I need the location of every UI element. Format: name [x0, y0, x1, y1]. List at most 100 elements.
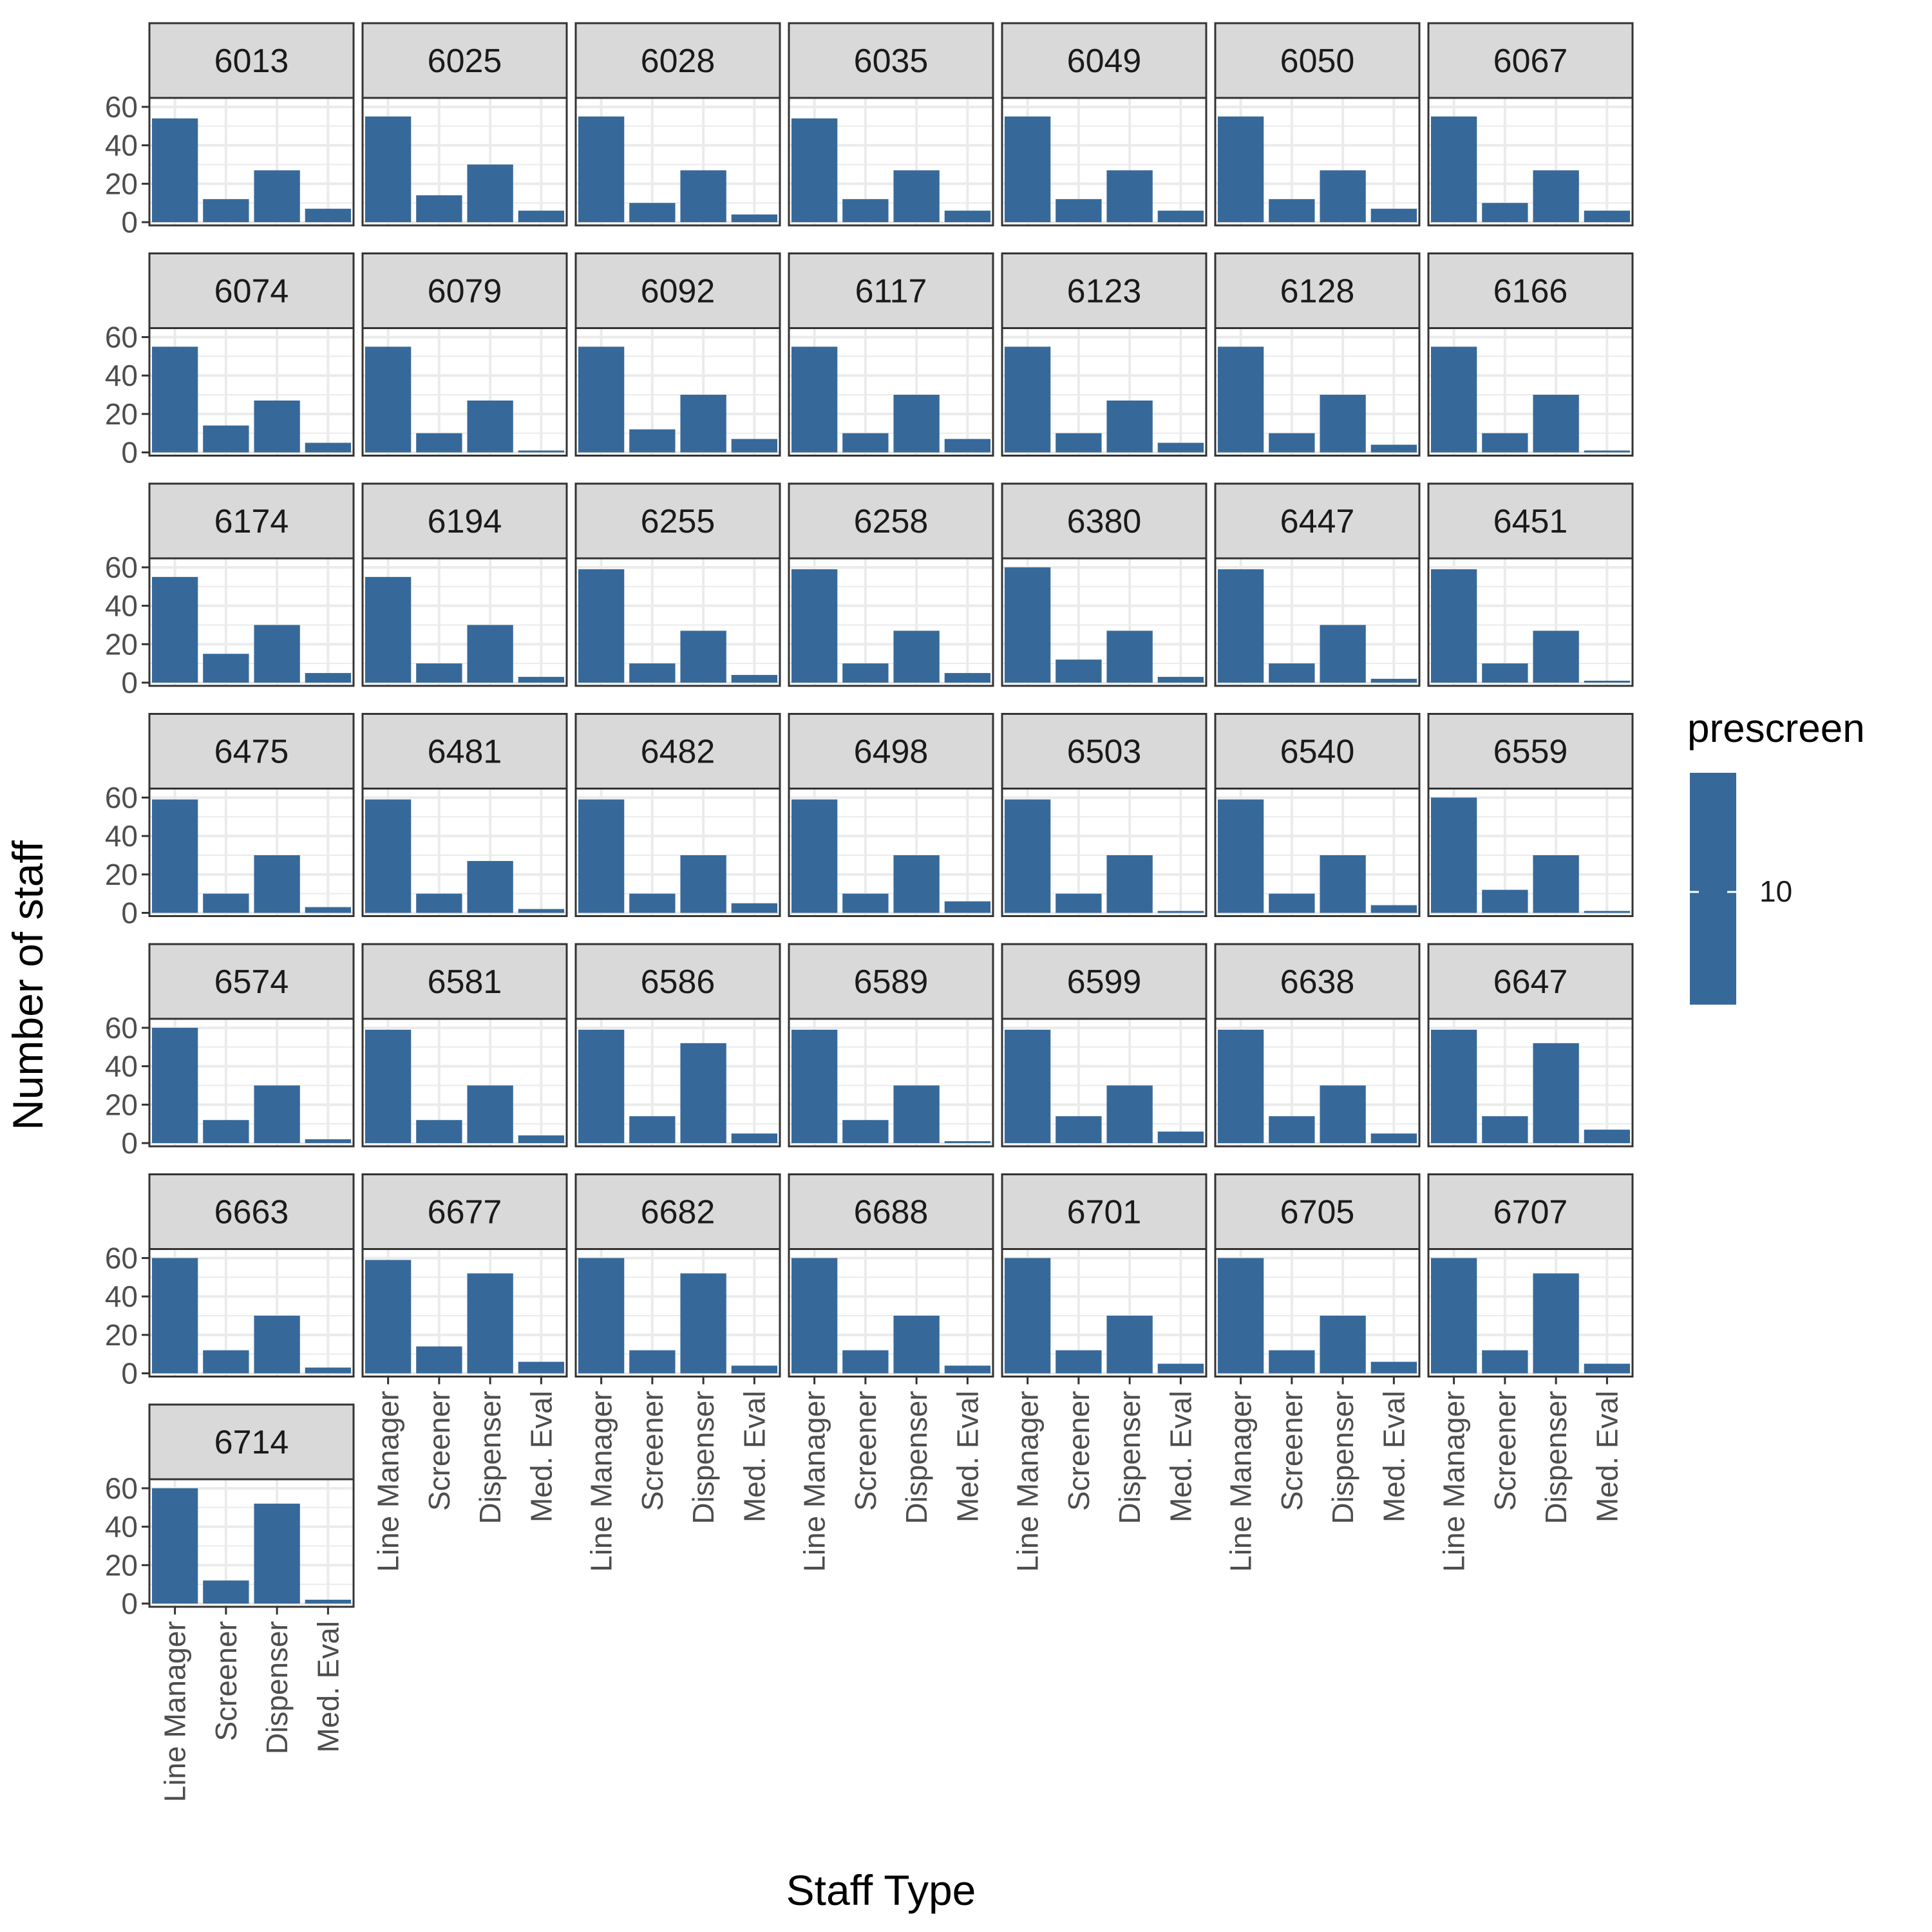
bar	[254, 625, 300, 683]
bar	[365, 346, 412, 453]
panel-border	[574, 1248, 781, 1378]
panel-border	[574, 97, 781, 227]
panel-border	[788, 1018, 994, 1148]
bar	[416, 1120, 462, 1143]
facet-strip-label: 6574	[214, 963, 289, 1001]
y-tick-label: 60	[105, 1472, 138, 1505]
bar	[203, 425, 249, 453]
bar	[1533, 1043, 1579, 1143]
facet-panel: 6074 0 20 40 60	[105, 252, 355, 469]
facet-strip	[1427, 713, 1634, 790]
bar	[467, 860, 513, 913]
facet-strip	[361, 1173, 568, 1250]
facet-strip	[1427, 22, 1634, 99]
panel-border	[1427, 327, 1634, 457]
bar	[1482, 1350, 1528, 1374]
facet-panel: 6013 0 20 40 60	[105, 22, 355, 239]
bar	[467, 1273, 513, 1374]
bar	[151, 576, 198, 683]
y-tick-label: 20	[105, 1088, 138, 1121]
panel-border	[1214, 97, 1421, 227]
bar	[578, 346, 625, 453]
bar	[944, 1141, 991, 1143]
facet-strip	[1427, 252, 1634, 329]
bar	[791, 346, 838, 453]
panel-border	[574, 1018, 781, 1148]
x-axis-title: Staff Type	[786, 1866, 976, 1914]
bar	[1370, 209, 1417, 222]
facet-strip-label: 6714	[214, 1424, 289, 1461]
panel-border	[1427, 97, 1634, 227]
bar	[518, 211, 565, 222]
facet-panel: 6638	[1214, 943, 1421, 1148]
bar	[1430, 1258, 1477, 1374]
bar	[416, 893, 462, 913]
bar	[680, 630, 726, 683]
panel-border	[788, 1248, 994, 1378]
facet-panel: 6028	[574, 22, 781, 227]
facet-strip-label: 6447	[1280, 503, 1355, 540]
panel-border	[1427, 1018, 1634, 1148]
bar	[467, 625, 513, 683]
x-tick-label: Screener	[636, 1391, 669, 1511]
facet-strip-label: 6194	[428, 503, 502, 540]
bar	[1584, 681, 1631, 683]
bar	[1533, 630, 1579, 683]
bar	[1217, 569, 1264, 683]
bar	[731, 675, 778, 683]
bar	[1217, 1029, 1264, 1143]
panel-border	[788, 327, 994, 457]
bar	[1430, 116, 1477, 222]
y-tick-label: 20	[105, 1548, 138, 1582]
facet-panel: 6128	[1214, 252, 1421, 457]
facet-strip	[1001, 22, 1208, 99]
bar	[305, 209, 352, 222]
facet-strip-label: 6638	[1280, 963, 1355, 1001]
bar	[629, 893, 676, 913]
panel-border	[148, 327, 355, 457]
bar	[1482, 203, 1528, 222]
facet-strip	[361, 713, 568, 790]
facet-strip-label: 6705	[1280, 1194, 1355, 1231]
bar	[365, 576, 412, 683]
facet-panel: 6117	[788, 252, 994, 457]
facet-panel: 6166	[1427, 252, 1634, 457]
bar	[305, 1139, 352, 1143]
bar	[203, 1580, 249, 1604]
bar	[1430, 569, 1477, 683]
facet-panel: 6447	[1214, 482, 1421, 687]
panel-border	[148, 557, 355, 687]
y-tick-label: 40	[105, 1510, 138, 1544]
facet-strip	[1214, 252, 1421, 329]
bar	[842, 1350, 889, 1374]
panel-border	[361, 97, 568, 227]
bar	[1269, 1116, 1315, 1143]
bar	[1584, 1363, 1631, 1374]
facet-panel: 6599	[1001, 943, 1208, 1148]
bar	[1584, 211, 1631, 222]
bar	[893, 1085, 940, 1143]
y-tick-label: 60	[105, 1011, 138, 1045]
bar	[944, 673, 991, 683]
x-tick-label: Dispenser	[260, 1621, 294, 1754]
facet-strip	[1427, 943, 1634, 1020]
bar	[842, 199, 889, 222]
bar	[629, 429, 676, 453]
facet-panel: 6049	[1001, 22, 1208, 227]
x-tick-label: Med. Eval	[1164, 1391, 1197, 1523]
y-tick-label: 60	[105, 781, 138, 814]
facet-strip-label: 6663	[214, 1194, 289, 1231]
facet-panel: 6025	[361, 22, 568, 227]
bar	[203, 199, 249, 222]
y-tick-label: 0	[121, 666, 138, 699]
y-axis-title: Number of staff	[4, 840, 52, 1130]
facet-strip	[148, 1173, 355, 1250]
bar	[416, 663, 462, 683]
facet-strip	[148, 1403, 355, 1481]
bar	[518, 909, 565, 913]
y-tick-label: 0	[121, 205, 138, 239]
y-tick-label: 0	[121, 1126, 138, 1160]
bar	[1217, 1258, 1264, 1374]
y-tick-label: 40	[105, 1280, 138, 1313]
x-tick-label: Med. Eval	[524, 1391, 558, 1523]
